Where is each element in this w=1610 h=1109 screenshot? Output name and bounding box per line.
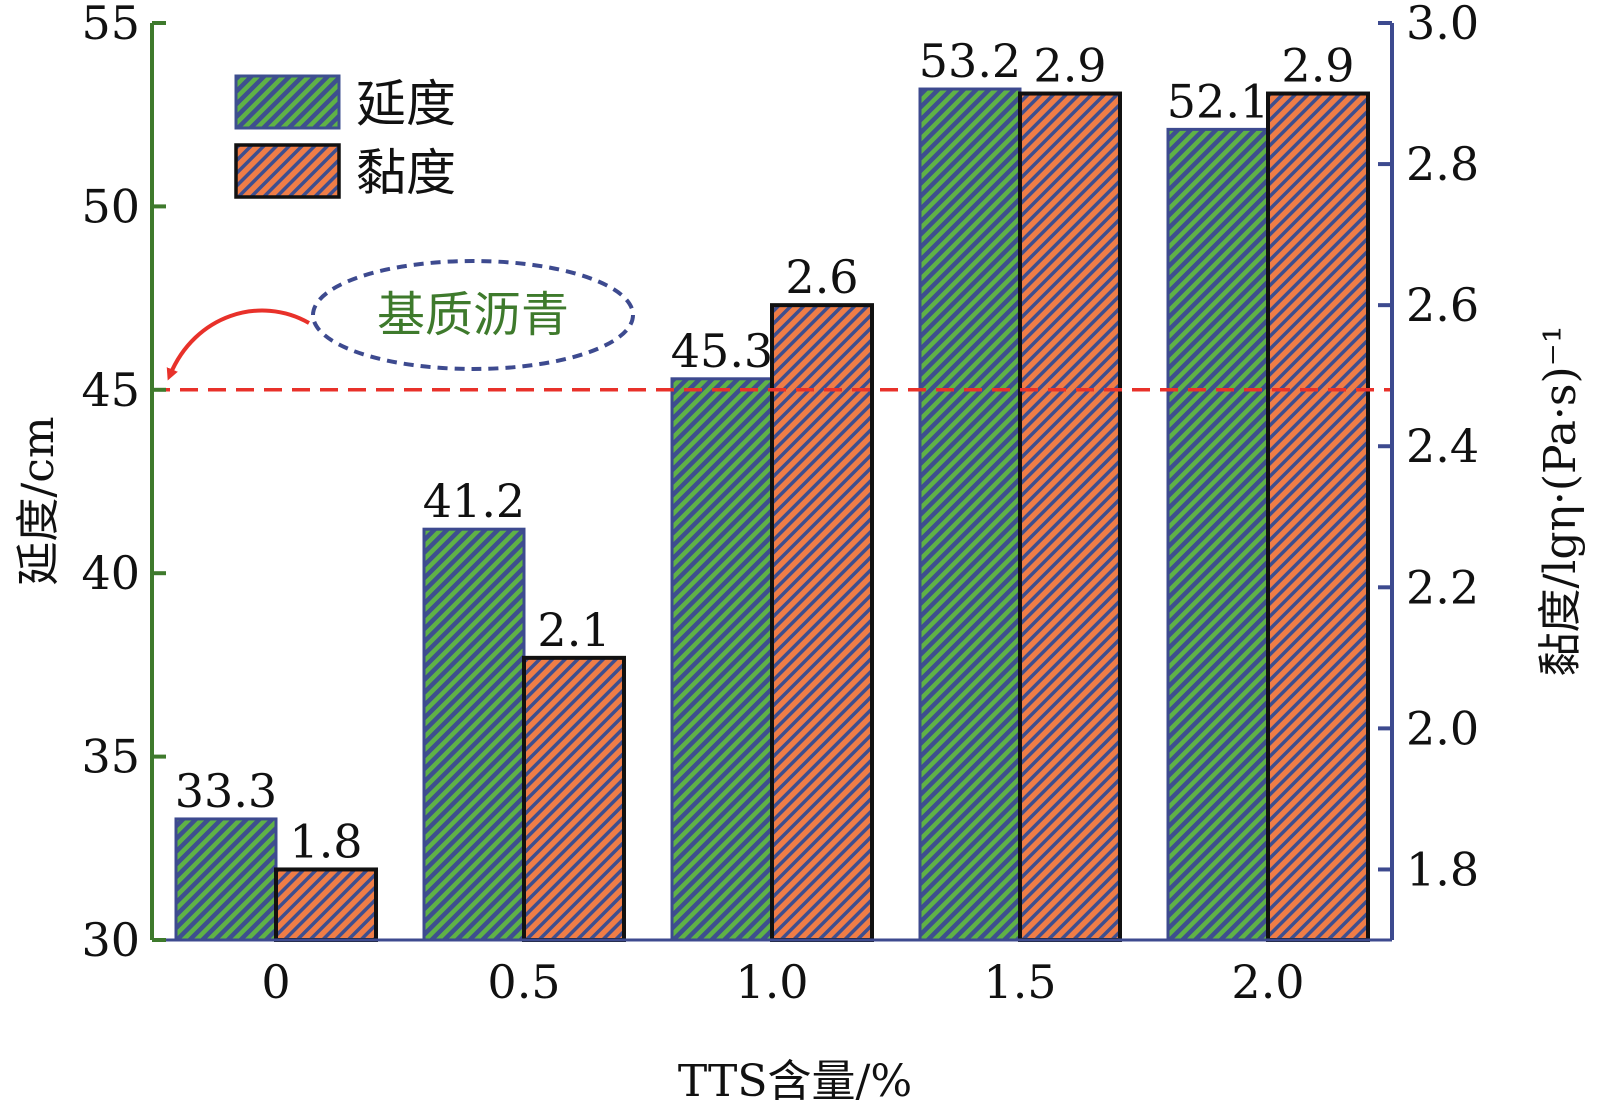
bar-series-2 [274,867,378,943]
data-label-series-2: 2.9 [1281,39,1354,93]
annotation-ellipse [311,259,635,371]
data-label-series-2: 2.6 [785,250,858,304]
annotation-label: 基质沥青 [377,287,569,343]
y-left-tick-label: 30 [81,913,140,967]
data-label-series-1: 45.3 [671,324,773,378]
data-label-series-1: 52.1 [1167,74,1269,128]
x-tick-label: 2.0 [1231,955,1304,1009]
legend: 延度 黏度 [234,74,456,202]
y-left-tick-label: 50 [81,179,140,233]
data-label-series-1: 41.2 [423,474,525,528]
baseline-annotation: 基质沥青 [166,259,635,381]
y-right-tick-label: 2.4 [1406,419,1479,473]
x-axis-label: TTS含量/% [678,1056,912,1107]
y-left-tick-label: 55 [81,0,140,50]
bar-series-1 [422,527,526,942]
bar-series-1 [918,87,1022,942]
y-left-tick-label: 35 [81,730,140,784]
legend-swatch-series-2 [234,143,341,199]
x-tick-label: 1.0 [735,955,808,1009]
data-label-series-2: 2.1 [537,603,610,657]
data-label-series-2: 2.9 [1033,39,1106,93]
bar-series-2 [770,303,874,942]
bar-series-1 [1166,127,1270,942]
x-tick-label: 1.5 [983,955,1056,1009]
y-left-tick-label: 45 [81,363,140,417]
bar-series-1 [670,377,774,942]
legend-swatch-series-1 [234,74,341,130]
bar-series-2 [1018,91,1122,943]
legend-label-series-1: 延度 [356,75,456,133]
y-right-tick-label: 2.6 [1406,278,1479,332]
bar-series-2 [522,655,626,942]
x-tick-label: 0 [261,955,290,1009]
bars-layer [174,87,1370,943]
data-label-series-2: 1.8 [289,814,362,868]
y-right-tick-label: 1.8 [1406,842,1479,896]
y-left-tick-label: 40 [81,546,140,600]
y-right-tick-label: 3.0 [1406,0,1479,50]
y-right-tick-label: 2.8 [1406,137,1479,191]
y-right-tick-label: 2.0 [1406,701,1479,755]
data-label-series-1: 53.2 [919,34,1021,88]
legend-label-series-2: 黏度 [356,144,456,202]
axes-layer: 0 0.5 1.0 1.5 2.0 30 35 40 45 50 55 1.8 2.0 2.2 2.4 2.6… [81,0,1479,1009]
x-tick-label: 0.5 [487,955,560,1009]
data-label-series-1: 33.3 [175,764,277,818]
bar-series-2 [1266,91,1370,943]
y-right-tick-label: 2.2 [1406,560,1479,614]
data-labels-layer: 33.31.841.22.145.32.653.2 2.952.12.9 [175,34,1355,868]
annotation-arrow [166,308,310,381]
y-axis-left-label: 延度/cm [13,416,64,585]
bar-series-1 [174,817,278,942]
y-axis-right-label: 黏度/lgη·(Pa·s)⁻¹ [1535,325,1586,676]
